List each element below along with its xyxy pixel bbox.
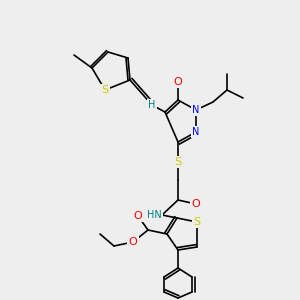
Text: S: S <box>101 85 109 95</box>
Text: N: N <box>192 105 200 115</box>
Text: H: H <box>148 100 156 110</box>
Text: S: S <box>174 157 182 167</box>
Text: N: N <box>192 127 200 137</box>
Text: O: O <box>134 211 142 221</box>
Text: O: O <box>192 199 200 209</box>
Text: O: O <box>174 77 182 87</box>
Text: O: O <box>129 237 137 247</box>
Text: S: S <box>194 217 201 227</box>
Text: HN: HN <box>147 210 162 220</box>
